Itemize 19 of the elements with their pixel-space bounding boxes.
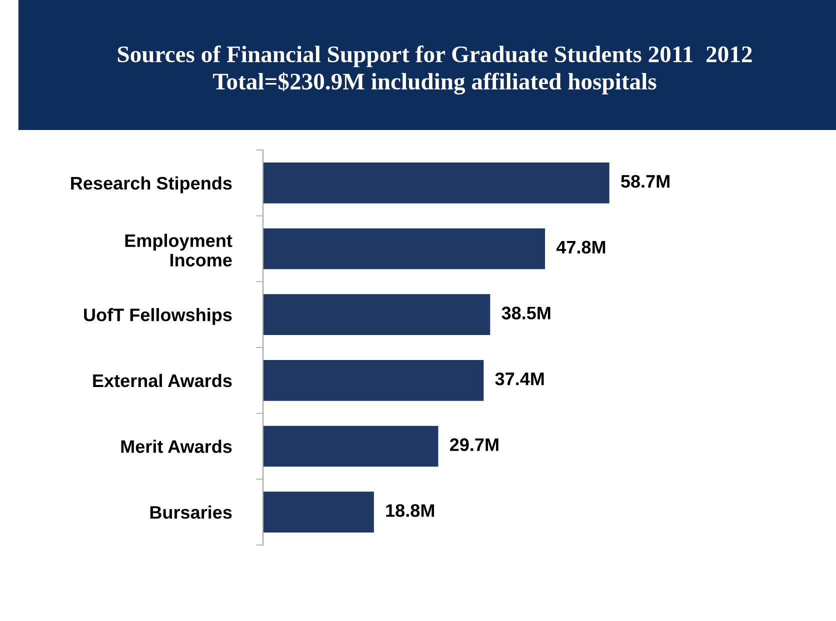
y-tick-label: UofT Fellowships [84,308,232,325]
bar [263,162,610,204]
y-tick-label: Employment Income [125,234,232,267]
chart-title: Sources of Financial Support for Graduate Students 2011 2012 Total=$230.9M including affiliated hospitals [118,45,752,95]
bar [263,228,546,270]
data-label: 37.4M [495,372,544,386]
bar [263,294,490,335]
bar [263,360,484,401]
data-label: 29.7M [450,438,498,452]
data-label: 58.7M [620,174,670,188]
data-label: 38.5M [502,306,550,320]
y-tick-label: External Awards [93,374,232,388]
data-label: 47.8M [556,240,606,254]
y-tick-label: Bursaries [150,506,232,519]
y-tick-label: Merit Awards [121,440,232,453]
y-tick-label: Research Stipends [71,176,232,194]
bar [263,426,438,467]
data-label: 18.8M [386,504,434,517]
bar [263,492,374,532]
